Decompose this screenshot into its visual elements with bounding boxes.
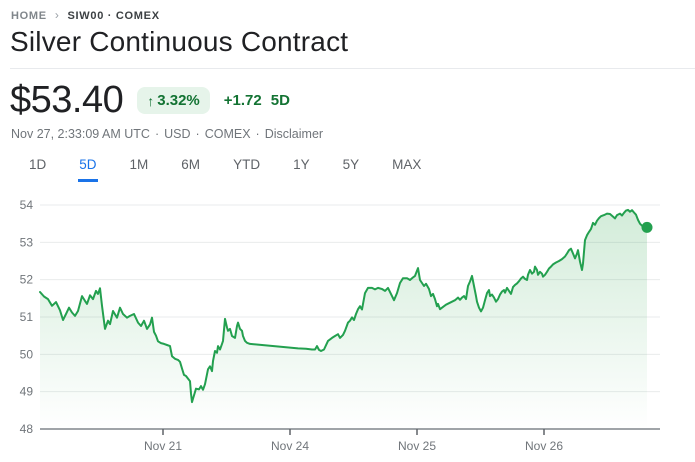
change-value: +1.72 bbox=[223, 92, 262, 109]
tab-6m[interactable]: 6M bbox=[181, 157, 201, 172]
tab-ytd[interactable]: YTD bbox=[233, 157, 261, 172]
quote-exchange: COMEX bbox=[204, 127, 251, 141]
y-axis-label-50: 50 bbox=[20, 347, 34, 361]
last-price-dot bbox=[641, 221, 653, 233]
price-area-fill bbox=[40, 209, 647, 429]
x-axis-label: Nov 26 bbox=[525, 439, 563, 453]
y-axis-label-48: 48 bbox=[20, 422, 34, 436]
y-axis-label-54: 54 bbox=[20, 198, 34, 212]
tab-max[interactable]: MAX bbox=[392, 157, 422, 172]
y-axis-label-51: 51 bbox=[20, 310, 34, 324]
page-title: Silver Continuous Contract bbox=[10, 26, 349, 57]
y-axis-label-49: 49 bbox=[20, 385, 34, 399]
tab-1y[interactable]: 1Y bbox=[293, 157, 310, 172]
y-axis-label-53: 53 bbox=[20, 235, 34, 249]
change-period: 5D bbox=[270, 92, 290, 109]
current-price: $53.40 bbox=[10, 79, 124, 121]
quote-currency: USD bbox=[164, 127, 191, 141]
tab-5d[interactable]: 5D bbox=[78, 154, 98, 182]
tab-1m[interactable]: 1M bbox=[129, 157, 149, 172]
y-axis-label-52: 52 bbox=[20, 273, 34, 287]
range-tabs: 1D 5D 1M 6M YTD 1Y 5Y MAX bbox=[28, 154, 422, 182]
change-percent-badge: ↑ 3.32% bbox=[137, 87, 210, 114]
breadcrumb-home-link[interactable]: HOME bbox=[11, 10, 47, 22]
price-line bbox=[39, 208, 648, 404]
change-absolute: +1.72 5D bbox=[224, 92, 290, 109]
chart-series bbox=[39, 208, 653, 429]
chevron-right-icon: › bbox=[54, 8, 60, 22]
tab-1d[interactable]: 1D bbox=[29, 157, 47, 172]
x-axis-label: Nov 25 bbox=[398, 439, 436, 453]
tab-5y[interactable]: 5Y bbox=[342, 157, 360, 172]
meta-separator: · bbox=[255, 127, 260, 141]
disclaimer-link[interactable]: Disclaimer bbox=[264, 127, 324, 141]
quote-timestamp: Nov 27, 2:33:09 AM UTC bbox=[11, 127, 150, 141]
quote-meta: Nov 27, 2:33:09 AM UTC · USD · COMEX · D… bbox=[11, 127, 323, 141]
chart-axes: 48 49 50 51 52 53 54 Nov 21 Nov 24 Nov 25 Nov 26 bbox=[20, 198, 660, 453]
header-divider bbox=[10, 68, 695, 69]
up-arrow-icon: ↑ bbox=[147, 92, 155, 109]
x-axis-label: Nov 24 bbox=[271, 439, 309, 453]
meta-separator: · bbox=[154, 127, 160, 141]
breadcrumb-symbol: SIW00 · COMEX bbox=[67, 10, 160, 22]
x-axis-label: Nov 21 bbox=[144, 439, 182, 453]
meta-separator: · bbox=[195, 127, 200, 141]
quote-row: $53.40 ↑ 3.32% +1.72 5D bbox=[10, 79, 290, 122]
change-percent: 3.32% bbox=[157, 92, 200, 109]
breadcrumb: HOME › SIW00 · COMEX bbox=[11, 8, 160, 23]
